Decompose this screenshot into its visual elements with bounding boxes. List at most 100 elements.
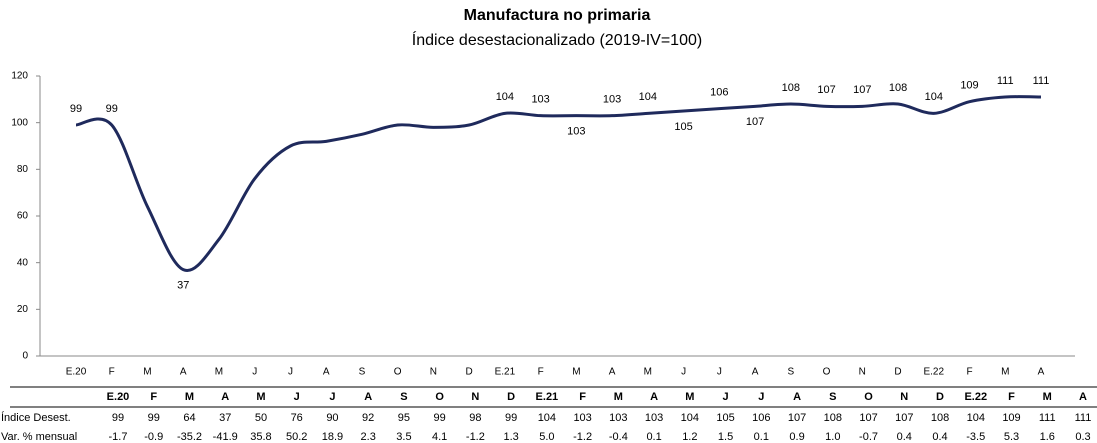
table-header: E.22: [964, 391, 987, 403]
table-cell: 90: [326, 412, 338, 424]
table-row-label: Var. % mensual: [1, 431, 77, 443]
x-tick-label: A: [1038, 367, 1045, 378]
table-header: J: [758, 391, 764, 403]
x-tick-label: F: [966, 367, 972, 378]
table-cell: 99: [505, 412, 517, 424]
table-cell: 107: [895, 412, 913, 424]
x-tick-label: F: [109, 367, 115, 378]
table-cell: 0.9: [789, 431, 804, 443]
table-cell: 104: [681, 412, 699, 424]
table-cell: 76: [291, 412, 303, 424]
table-header: F: [579, 391, 586, 403]
x-tick-label: A: [752, 367, 759, 378]
table-cell: 105: [716, 412, 734, 424]
table-cell: 104: [967, 412, 985, 424]
table-cell: -1.7: [109, 431, 128, 443]
table-cell: 98: [469, 412, 481, 424]
table-cell: 111: [1075, 412, 1092, 424]
table-cell: 103: [573, 412, 591, 424]
table-header: N: [900, 391, 908, 403]
table-cell: 5.0: [539, 431, 554, 443]
y-tick-label: 80: [17, 164, 29, 175]
table-row-label: Índice Desest.: [1, 411, 71, 424]
x-tick-label: E.22: [923, 367, 944, 378]
table-cell: 64: [183, 412, 195, 424]
table-cell: 99: [434, 412, 446, 424]
x-tick-label: A: [323, 367, 330, 378]
chart-subtitle: Índice desestacionalizado (2019-IV=100): [412, 30, 702, 49]
table-header: M: [614, 391, 623, 403]
table-header: O: [435, 391, 444, 403]
x-tick-label: E.20: [66, 367, 87, 378]
table-cell: 1.6: [1040, 431, 1055, 443]
table-header: A: [221, 391, 229, 403]
table-cell: 103: [609, 412, 627, 424]
table-header: J: [329, 391, 335, 403]
data-label: 109: [960, 80, 978, 92]
table-cell: 107: [788, 412, 806, 424]
data-label: 104: [925, 91, 943, 103]
table-cell: 2.3: [361, 431, 376, 443]
data-label: 99: [106, 103, 118, 115]
table-cell: 92: [362, 412, 374, 424]
data-label: 104: [496, 91, 514, 103]
table-header: M: [685, 391, 694, 403]
x-tick-label: M: [572, 367, 580, 378]
table-cell: 0.1: [646, 431, 661, 443]
table-header: S: [400, 391, 407, 403]
x-tick-label: M: [644, 367, 652, 378]
x-tick-label: N: [859, 367, 866, 378]
table-cell: 1.2: [682, 431, 697, 443]
x-tick-label: M: [215, 367, 223, 378]
table-cell: 35.8: [250, 431, 271, 443]
table-cell: 109: [1002, 412, 1020, 424]
data-label: 107: [817, 84, 835, 96]
table-cell: 1.0: [825, 431, 840, 443]
table-cell: 37: [219, 412, 231, 424]
table-cell: 95: [398, 412, 410, 424]
table-header: N: [471, 391, 479, 403]
table-cell: 108: [824, 412, 842, 424]
data-label: 107: [746, 116, 764, 128]
data-label: 107: [853, 84, 871, 96]
x-tick-label: D: [466, 367, 473, 378]
table-header: O: [864, 391, 873, 403]
table-cell: 1.3: [503, 431, 518, 443]
x-tick-label: A: [180, 367, 187, 378]
table-cell: 111: [1039, 412, 1056, 424]
data-label: 108: [782, 82, 800, 94]
table-header: J: [723, 391, 729, 403]
table-header: M: [185, 391, 194, 403]
table-cell: 50.2: [286, 431, 307, 443]
x-tick-label: M: [1001, 367, 1009, 378]
x-tick-label: E.21: [495, 367, 516, 378]
table-cell: -3.5: [966, 431, 985, 443]
table-header: S: [829, 391, 836, 403]
data-label: 103: [567, 126, 585, 138]
data-label: 106: [710, 87, 728, 99]
x-tick-label: D: [894, 367, 901, 378]
table-cell: 99: [112, 412, 124, 424]
y-tick-label: 40: [17, 257, 29, 268]
table-cell: 107: [859, 412, 877, 424]
table-cell: -35.2: [177, 431, 202, 443]
y-tick-label: 0: [22, 351, 28, 362]
data-label: 103: [531, 94, 549, 106]
data-label: 108: [889, 82, 907, 94]
table-header: A: [650, 391, 658, 403]
table-cell: 3.5: [396, 431, 411, 443]
table-header: A: [1079, 391, 1087, 403]
table-cell: 99: [148, 412, 160, 424]
table-cell: -1.2: [573, 431, 592, 443]
data-label: 111: [997, 75, 1014, 87]
table-header: F: [150, 391, 157, 403]
table-header: F: [1008, 391, 1015, 403]
x-tick-label: S: [787, 367, 794, 378]
data-label: 111: [1033, 75, 1050, 87]
table-header: J: [294, 391, 300, 403]
x-tick-label: J: [681, 367, 686, 378]
table-cell: 50: [255, 412, 267, 424]
table-cell: 0.4: [897, 431, 912, 443]
